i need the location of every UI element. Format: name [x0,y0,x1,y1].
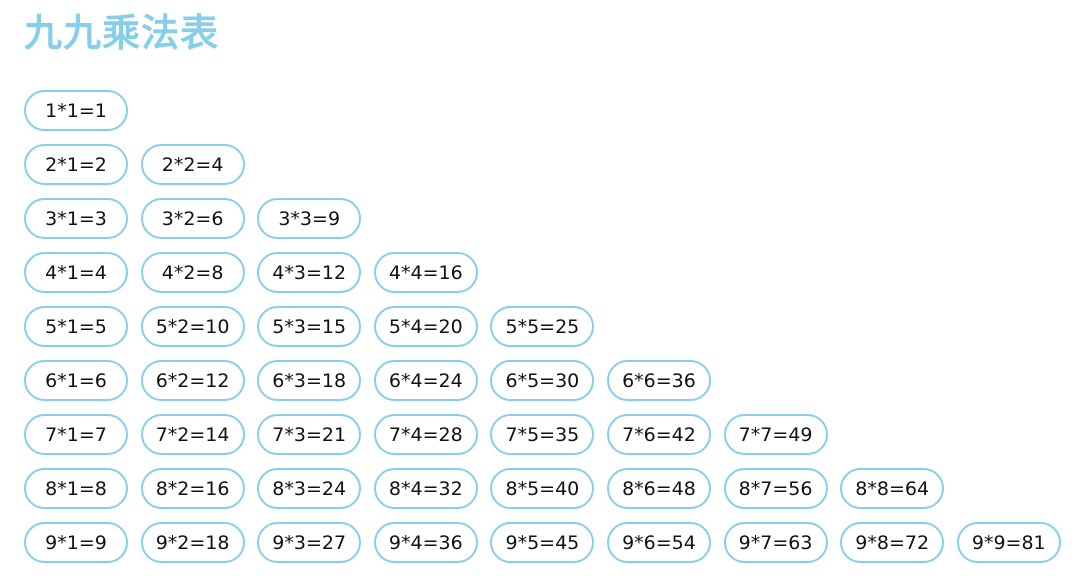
table-cell: 9*1=9 [24,522,128,563]
table-cell: 5*1=5 [24,306,128,347]
table-cell: 9*9=81 [956,522,1061,563]
table-cell: 8*3=24 [257,468,362,509]
table-row: 1*1=1 [24,90,1073,144]
table-cell: 8*4=32 [373,468,478,509]
table-cell: 2*1=2 [24,144,128,185]
table-cell: 6*5=30 [490,360,595,401]
table-cell: 9*5=45 [490,522,595,563]
table-cell: 7*7=49 [723,414,828,455]
table-cell: 7*3=21 [257,414,362,455]
table-cell: 9*2=18 [140,522,245,563]
table-row: 9*1=9 9*2=18 9*3=27 9*4=36 9*5=45 9*6=54 9*7=6… [24,522,1073,576]
table-row: 5*1=5 5*2=10 5*3=15 5*4=20 5*5=25 [24,306,1073,360]
table-row: 6*1=6 6*2=12 6*3=18 6*4=24 6*5=30 6*6=36 [24,360,1073,414]
table-cell: 9*8=72 [840,522,945,563]
page-title: 九九乘法表 [24,11,220,55]
table-cell: 2*2=4 [140,144,245,185]
table-cell: 7*6=42 [606,414,711,455]
table-row: 4*1=4 4*2=8 4*3=12 4*4=16 [24,252,1073,306]
table-cell: 4*3=12 [257,252,362,293]
table-cell: 9*6=54 [606,522,711,563]
table-row: 2*1=2 2*2=4 [24,144,1073,198]
table-cell: 4*1=4 [24,252,128,293]
multiplication-table: 1*1=1 2*1=2 2*2=4 3*1=3 3*2=6 3*3=9 4*1=4 4*2=8… [24,90,1073,576]
table-cell: 8*2=16 [140,468,245,509]
table-cell: 3*1=3 [24,198,128,239]
table-cell: 6*3=18 [257,360,362,401]
table-cell: 7*2=14 [140,414,245,455]
table-cell: 9*4=36 [373,522,478,563]
table-cell: 8*6=48 [606,468,711,509]
table-cell: 5*5=25 [490,306,595,347]
table-cell: 6*4=24 [373,360,478,401]
table-cell: 9*7=63 [723,522,828,563]
table-cell: 7*1=7 [24,414,128,455]
table-cell: 4*2=8 [140,252,245,293]
table-cell: 6*1=6 [24,360,128,401]
table-cell: 6*2=12 [140,360,245,401]
table-cell: 8*5=40 [490,468,595,509]
table-cell: 7*5=35 [490,414,595,455]
table-cell: 5*2=10 [140,306,245,347]
table-cell: 8*8=64 [840,468,945,509]
table-cell: 6*6=36 [606,360,711,401]
table-cell: 9*3=27 [257,522,362,563]
table-cell: 4*4=16 [373,252,478,293]
table-cell: 3*3=9 [257,198,362,239]
table-cell: 3*2=6 [140,198,245,239]
table-cell: 5*3=15 [257,306,362,347]
table-cell: 8*7=56 [723,468,828,509]
table-row: 7*1=7 7*2=14 7*3=21 7*4=28 7*5=35 7*6=42 7*7=4… [24,414,1073,468]
table-cell: 8*1=8 [24,468,128,509]
table-row: 8*1=8 8*2=16 8*3=24 8*4=32 8*5=40 8*6=48 8*7=5… [24,468,1073,522]
table-row: 3*1=3 3*2=6 3*3=9 [24,198,1073,252]
table-cell: 5*4=20 [373,306,478,347]
table-cell: 1*1=1 [24,90,128,131]
table-cell: 7*4=28 [373,414,478,455]
